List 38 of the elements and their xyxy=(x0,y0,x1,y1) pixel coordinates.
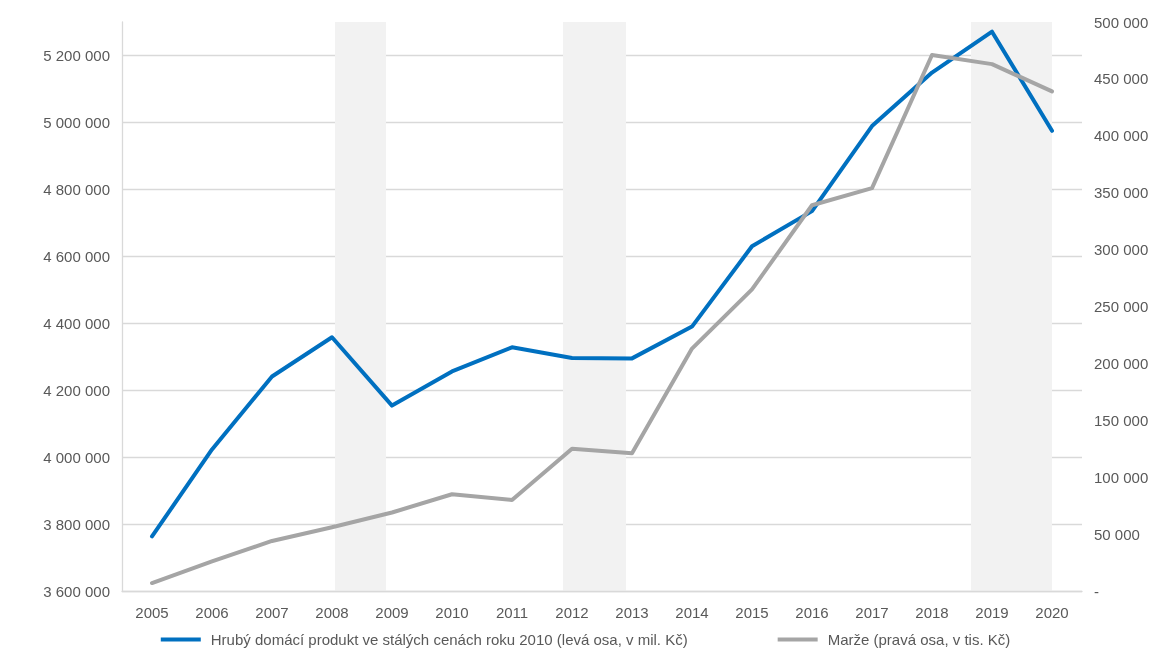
y-tick-label: 5 200 000 xyxy=(43,46,110,64)
x-tick-label: 2018 xyxy=(915,604,949,621)
y-tick-label: 3 800 000 xyxy=(43,515,110,533)
y2-tick-label: 450 000 xyxy=(1094,70,1149,88)
y-tick-label: 4 000 000 xyxy=(43,448,110,466)
y2-tick-label: 150 000 xyxy=(1094,411,1149,429)
y-tick-label: 4 600 000 xyxy=(43,247,110,265)
x-tick-label: 2012 xyxy=(555,604,589,621)
y-tick-label: 4 400 000 xyxy=(43,314,110,332)
x-tick-label: 2005 xyxy=(135,604,169,621)
x-tick-label: 2011 xyxy=(495,604,529,621)
x-tick-label: 2010 xyxy=(435,604,469,621)
x-tick-label: 2016 xyxy=(795,604,829,621)
x-tick-label: 2013 xyxy=(615,604,649,621)
x-tick-label: 2007 xyxy=(255,604,289,621)
y-tick-label: 5 000 000 xyxy=(43,113,110,131)
y2-tick-label: 300 000 xyxy=(1094,241,1149,259)
y2-tick-label: 200 000 xyxy=(1094,354,1149,372)
y-tick-label: 3 600 000 xyxy=(43,582,110,600)
x-tick-label: 2015 xyxy=(735,604,769,621)
y-tick-label: 4 200 000 xyxy=(43,381,110,399)
x-tick-label: 2008 xyxy=(315,604,349,621)
y2-tick-label: 500 000 xyxy=(1094,13,1149,31)
x-tick-label: 2019 xyxy=(975,604,1009,621)
y2-tick-label: 350 000 xyxy=(1094,184,1149,202)
y2-tick-label: 400 000 xyxy=(1094,127,1149,145)
x-tick-label: 2009 xyxy=(375,604,409,621)
y2-tick-label: 250 000 xyxy=(1094,298,1149,315)
x-tick-label: 2006 xyxy=(195,604,229,621)
y2-tick-label: - xyxy=(1094,582,1099,600)
x-tick-label: 2017 xyxy=(855,604,889,621)
legend-label: Marže (pravá osa, v tis. Kč) xyxy=(827,631,1011,648)
y-tick-label: 4 800 000 xyxy=(43,180,110,198)
y2-tick-label: 100 000 xyxy=(1094,468,1149,486)
x-tick-label: 2014 xyxy=(675,604,709,621)
x-tick-label: 2020 xyxy=(1035,604,1069,621)
legend-label: Hrubý domácí produkt ve stálých cenách roku 2010 (levá osa, v mil. Kč) xyxy=(210,631,688,648)
y2-tick-label: 50 000 xyxy=(1094,525,1140,543)
